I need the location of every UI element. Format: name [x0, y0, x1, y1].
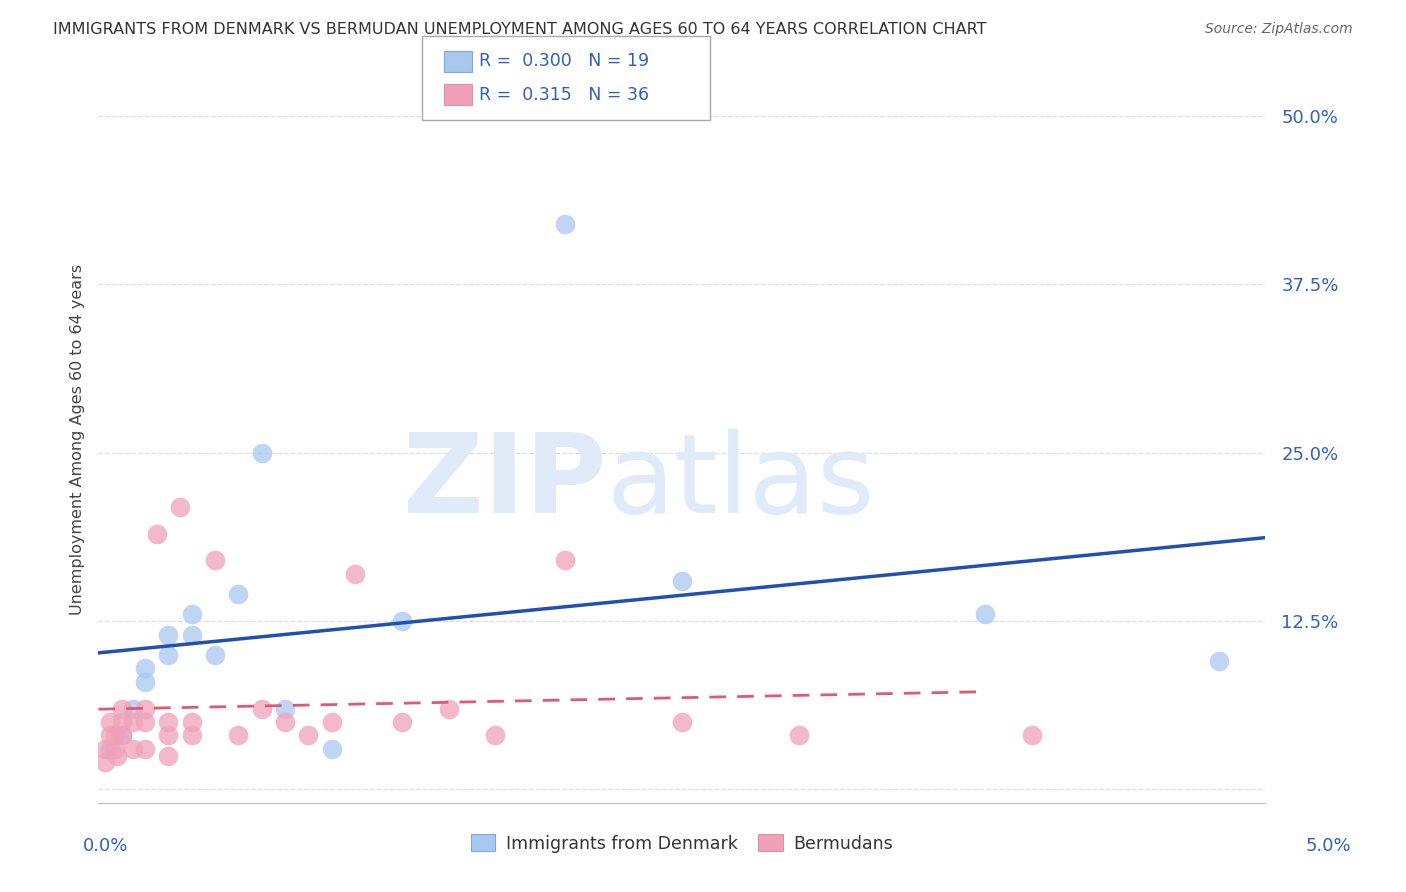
Point [204, 553, 226, 567]
Point [94, 742, 117, 756]
Point [98, 742, 121, 756]
Point [274, 714, 297, 729]
Point [321, 714, 343, 729]
Point [122, 742, 145, 756]
Y-axis label: Unemployment Among Ages 60 to 64 years: Unemployment Among Ages 60 to 64 years [69, 264, 84, 615]
Point [134, 674, 156, 689]
Point [1208, 655, 1230, 669]
Point [671, 714, 693, 729]
Point [180, 627, 202, 641]
Point [98, 729, 121, 743]
Point [157, 729, 180, 743]
Point [111, 729, 134, 743]
Point [180, 729, 202, 743]
Point [94, 756, 117, 770]
Point [391, 614, 413, 628]
Point [180, 714, 202, 729]
Point [228, 729, 250, 743]
Point [250, 446, 273, 460]
Point [105, 748, 128, 763]
Point [321, 742, 343, 756]
Point [98, 714, 121, 729]
Point [134, 742, 156, 756]
Text: Source: ZipAtlas.com: Source: ZipAtlas.com [1205, 22, 1353, 37]
Point [787, 729, 810, 743]
Point [134, 661, 156, 675]
Point [671, 574, 693, 588]
Point [1021, 729, 1043, 743]
Text: R =  0.300   N = 19: R = 0.300 N = 19 [479, 53, 650, 70]
Text: 0.0%: 0.0% [83, 837, 128, 855]
Text: R =  0.315   N = 36: R = 0.315 N = 36 [479, 86, 650, 103]
Text: ZIP: ZIP [402, 429, 606, 536]
Point [111, 714, 134, 729]
Point [250, 701, 273, 715]
Point [297, 729, 319, 743]
Point [484, 729, 506, 743]
Point [146, 526, 169, 541]
Text: IMMIGRANTS FROM DENMARK VS BERMUDAN UNEMPLOYMENT AMONG AGES 60 TO 64 YEARS CORRE: IMMIGRANTS FROM DENMARK VS BERMUDAN UNEM… [53, 22, 987, 37]
Point [228, 587, 250, 601]
Point [180, 607, 202, 622]
Point [157, 748, 180, 763]
Point [157, 714, 180, 729]
Point [122, 714, 145, 729]
Point [111, 729, 134, 743]
Point [974, 607, 997, 622]
Point [104, 729, 127, 743]
Point [391, 714, 413, 729]
Legend: Immigrants from Denmark, Bermudans: Immigrants from Denmark, Bermudans [464, 828, 900, 860]
Point [157, 627, 180, 641]
Point [554, 553, 576, 567]
Text: 5.0%: 5.0% [1306, 837, 1351, 855]
Point [169, 500, 191, 514]
Point [134, 714, 156, 729]
Text: atlas: atlas [606, 429, 875, 536]
Point [157, 648, 180, 662]
Point [104, 742, 127, 756]
Point [122, 701, 145, 715]
Point [344, 566, 367, 581]
Point [274, 701, 297, 715]
Point [554, 217, 576, 231]
Point [134, 701, 156, 715]
Point [204, 648, 226, 662]
Point [437, 701, 460, 715]
Point [111, 701, 134, 715]
